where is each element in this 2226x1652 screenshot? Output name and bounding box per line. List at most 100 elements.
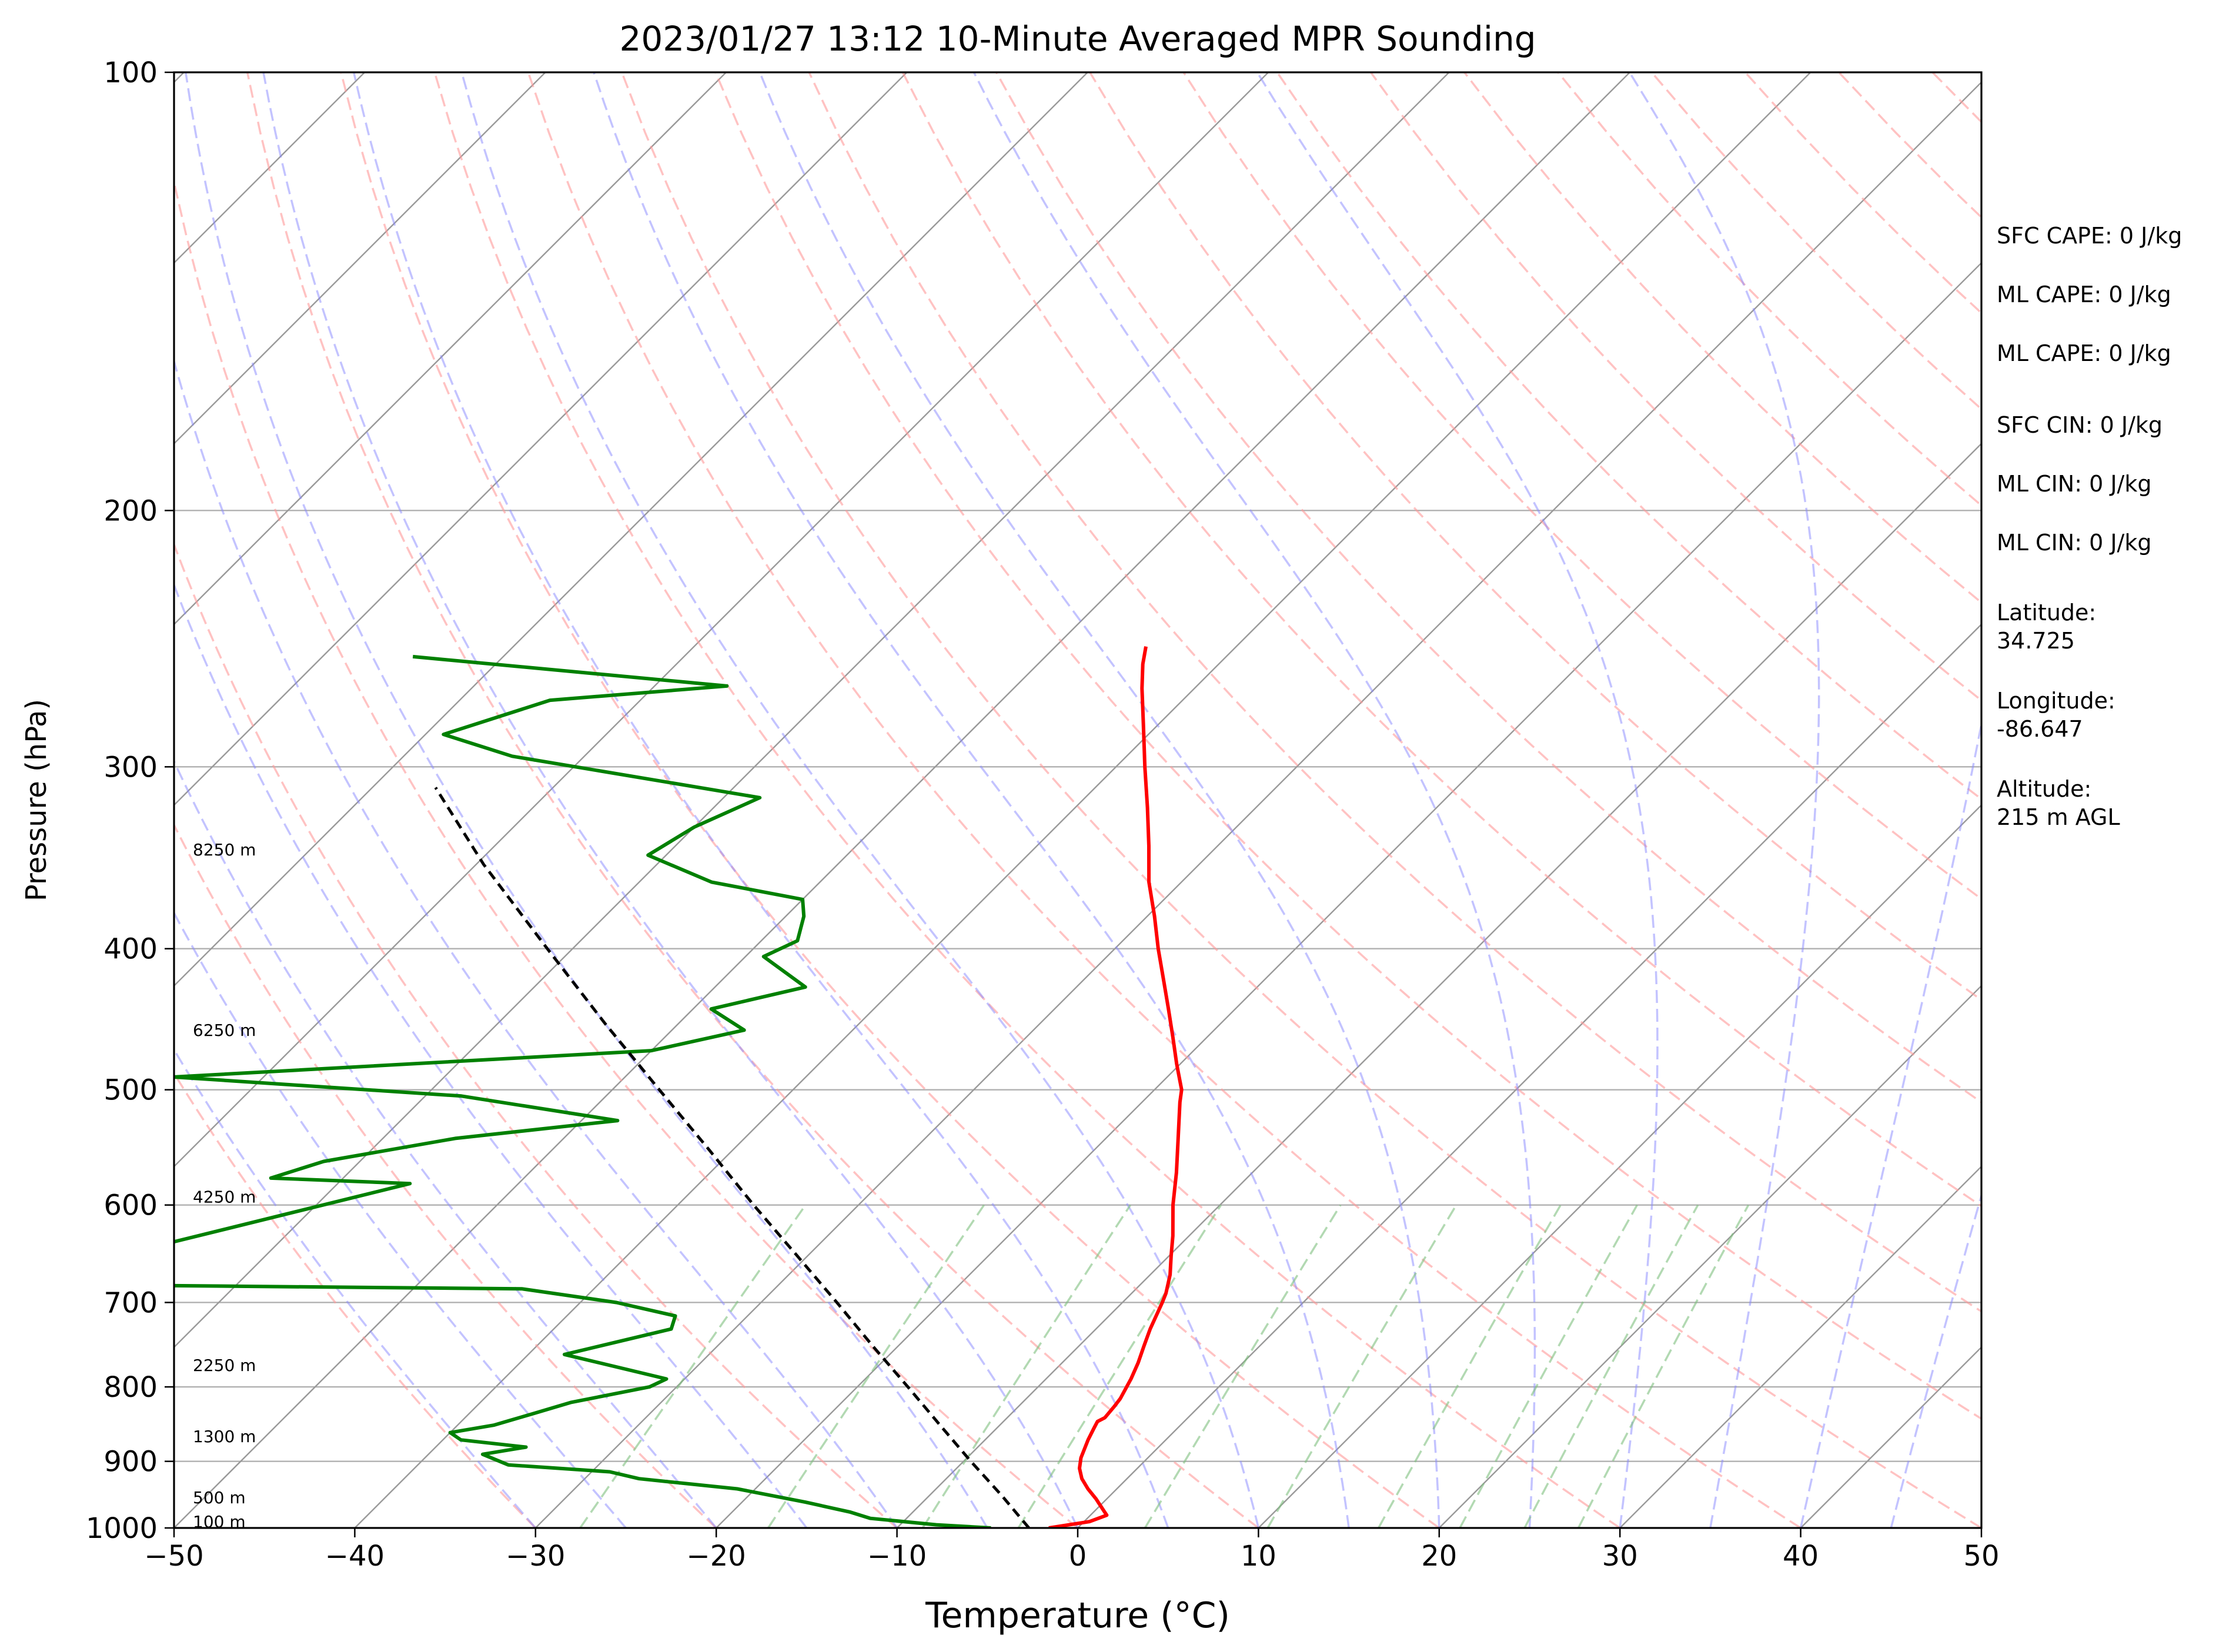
isotherm-line <box>174 72 1088 987</box>
height-label: 4250 m <box>193 1187 256 1206</box>
index-annotation: SFC CAPE: 0 J/kg <box>1997 223 2182 249</box>
x-tick-label: −10 <box>867 1540 927 1573</box>
y-tick-label: 600 <box>103 1189 158 1222</box>
moist-adiabat-line <box>1629 72 1820 1528</box>
dry-adiabat-line <box>1276 72 1981 801</box>
moist-adiabat-line <box>174 1048 537 1528</box>
height-label: 1300 m <box>193 1427 256 1446</box>
index-annotation: ML CAPE: 0 J/kg <box>1997 340 2171 366</box>
dry-adiabat-line <box>340 72 1440 1528</box>
isotherm-line <box>354 72 1811 1528</box>
dewpoint-profile-line <box>174 654 991 1528</box>
index-annotation: ML CAPE: 0 J/kg <box>1997 282 2171 307</box>
moist-adiabat-line <box>593 72 1350 1528</box>
isotherm-line <box>1258 804 1981 1528</box>
moist-adiabat-line <box>262 72 1079 1528</box>
y-tick-label: 900 <box>103 1446 158 1479</box>
x-tick-label: −30 <box>506 1540 565 1573</box>
y-tick-label: 700 <box>103 1286 158 1319</box>
index-annotation: ML CIN: 0 J/kg <box>1997 530 2151 556</box>
height-label: 500 m <box>193 1488 246 1507</box>
x-tick-label: 10 <box>1241 1540 1276 1573</box>
x-axis-label: Temperature (°C) <box>925 1595 1230 1636</box>
temperature-profile-line <box>1048 646 1184 1528</box>
dry-adiabat-line <box>174 1071 537 1528</box>
dry-adiabat-lines <box>174 72 1981 1528</box>
moist-adiabat-line <box>972 72 1536 1528</box>
x-tick-label: 30 <box>1602 1540 1638 1573</box>
y-tick-label: 1000 <box>86 1512 158 1545</box>
dry-adiabat-line <box>174 822 717 1528</box>
mixing-ratio-line <box>767 1204 985 1528</box>
index-annotation: Latitude: 34.725 <box>1997 600 2096 654</box>
y-tick-label: 800 <box>103 1371 158 1404</box>
isotherm-line <box>174 72 1269 1168</box>
mixing-ratio-line <box>579 1204 807 1528</box>
isotherm-line <box>174 72 727 626</box>
moist-adiabat-lines <box>174 72 1981 1528</box>
dry-adiabat-line <box>995 72 1981 1103</box>
y-tick-label: 500 <box>103 1074 158 1107</box>
index-annotation: Altitude: 215 m AGL <box>1997 776 2120 830</box>
height-labels: 100 m 500 m 1300 m 2250 m 4250 m 6250 m 8250 m <box>193 840 256 1531</box>
dry-adiabat-line <box>620 72 1981 1528</box>
x-tick-label: −50 <box>144 1540 203 1573</box>
isotherm-line <box>174 72 546 445</box>
y-axis-ticks: 100 200 300 400 500 600 700 800 900 1000 <box>86 56 174 1545</box>
mixing-ratio-line <box>1266 1204 1458 1528</box>
mixing-ratio-lines <box>579 1204 1750 1528</box>
isotherm-line <box>716 262 1981 1528</box>
dry-adiabat-line <box>174 176 1079 1528</box>
isotherm-line <box>534 81 1981 1528</box>
y-tick-label: 100 <box>103 56 158 89</box>
mixing-ratio-line <box>1378 1204 1562 1528</box>
moist-adiabat-line <box>174 758 717 1528</box>
moist-adiabat-line <box>1890 1191 1981 1528</box>
dry-adiabat-line <box>527 72 1801 1528</box>
sounding-indices-panel: SFC CAPE: 0 J/kg ML CAPE: 0 J/kg ML CAPE: … <box>1997 223 2182 830</box>
x-tick-label: 20 <box>1421 1540 1457 1573</box>
dry-adiabat-line <box>246 72 1259 1528</box>
mixing-ratio-line <box>921 1204 1132 1528</box>
isotherm-line <box>174 72 908 807</box>
isotherm-line <box>1077 623 1981 1528</box>
moist-adiabat-line <box>758 72 1440 1528</box>
x-tick-label: 40 <box>1783 1540 1819 1573</box>
dry-adiabat-line <box>433 72 1621 1528</box>
y-axis-label: Pressure (hPa) <box>20 699 53 901</box>
index-annotation: SFC CIN: 0 J/kg <box>1997 412 2163 438</box>
moist-adiabat-line <box>1799 718 1981 1528</box>
height-label: 100 m <box>193 1512 246 1531</box>
x-tick-label: 0 <box>1069 1540 1087 1573</box>
chart-title: 2023/01/27 13:12 10-Minute Averaged MPR … <box>619 19 1536 59</box>
isotherm-line <box>1619 1165 1981 1528</box>
moist-adiabat-line <box>185 72 988 1528</box>
sounding-profiles <box>174 646 1184 1528</box>
mixing-ratio-line <box>1017 1204 1222 1528</box>
plot-area: 100 m 500 m 1300 m 2250 m 4250 m 6250 m 8250 m <box>174 72 1981 1531</box>
height-label: 8250 m <box>193 840 256 860</box>
parcel-profile-line <box>434 787 1030 1528</box>
dry-adiabat-line <box>714 72 1981 1420</box>
mixing-ratio-line <box>1523 1204 1699 1528</box>
x-tick-label: −20 <box>687 1540 746 1573</box>
x-axis-ticks: −50 −40 −30 −20 −10 0 10 20 30 40 50 <box>144 1528 2000 1573</box>
height-label: 2250 m <box>193 1356 256 1375</box>
x-tick-label: 50 <box>1963 1540 1999 1573</box>
moist-adiabat-line <box>174 911 627 1528</box>
dry-adiabat-line <box>808 72 1981 1313</box>
isotherm-line <box>896 442 1981 1528</box>
y-tick-label: 200 <box>103 494 158 527</box>
mixing-ratio-line <box>1577 1204 1750 1528</box>
x-tick-label: −40 <box>325 1540 385 1573</box>
dry-adiabat-line <box>1182 72 1981 901</box>
y-tick-label: 300 <box>103 751 158 784</box>
moist-adiabat-line <box>460 72 1260 1528</box>
height-label: 6250 m <box>193 1021 256 1040</box>
dry-adiabat-line <box>174 541 898 1528</box>
index-annotation: Longitude: -86.647 <box>1997 688 2115 742</box>
moist-adiabat-line <box>352 72 1169 1528</box>
isotherm-line <box>1438 985 1981 1528</box>
isotherm-line <box>174 72 1630 1528</box>
